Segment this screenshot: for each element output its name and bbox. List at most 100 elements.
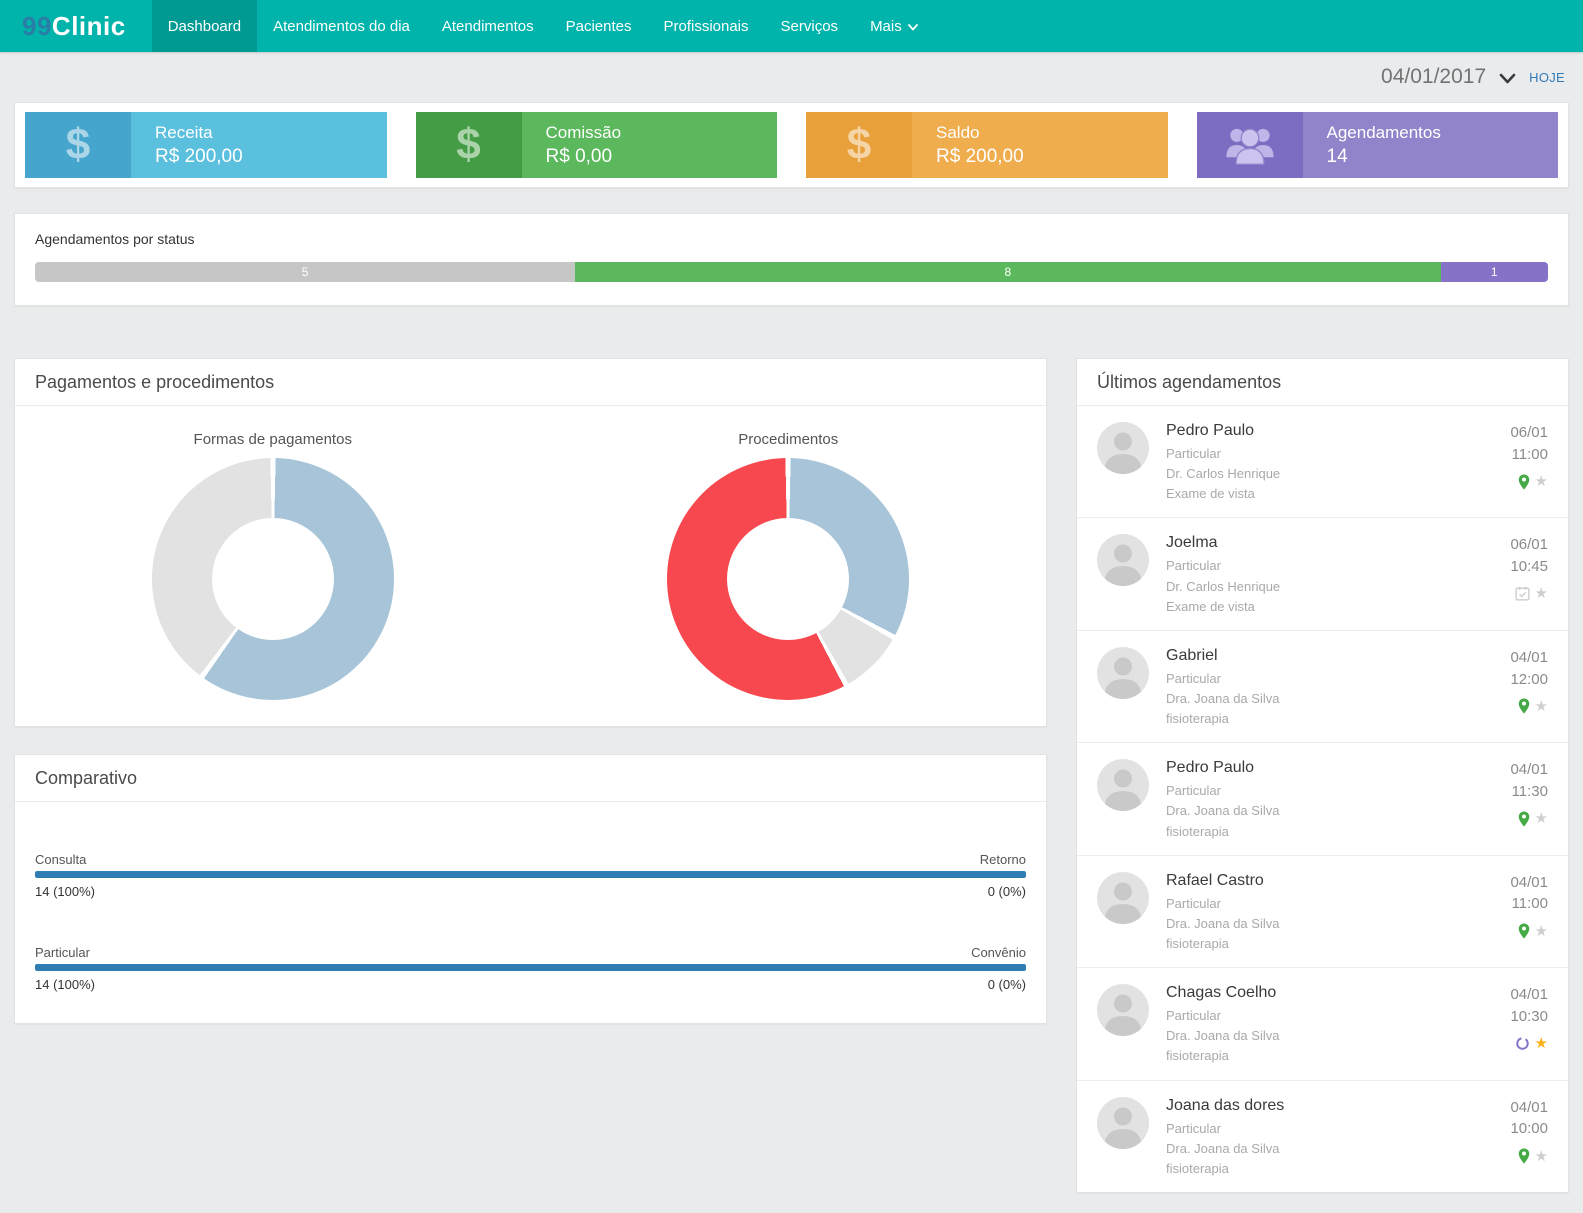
appointment-meta: 06/01 10:45 ★ [1510, 534, 1548, 616]
appointment-meta: 04/01 10:00 ★ [1510, 1097, 1548, 1179]
patient-avatar [1097, 759, 1149, 812]
appointment-row[interactable]: Pedro Paulo Particular Dr. Carlos Henrique… [1077, 406, 1568, 517]
appointment-status-icons: ★ [1510, 1036, 1548, 1051]
procedures-donut-chart [667, 458, 910, 700]
professional-name: Dra. Joana da Silva [1166, 1140, 1280, 1156]
procedure-name: fisioterapia [1166, 711, 1229, 727]
comparison-panel: Comparativo Consulta Retorno 14 (100%) 0 (0… [14, 754, 1047, 1024]
appointment-date: 04/01 [1510, 1098, 1548, 1116]
nav-item-label: Pacientes [565, 17, 632, 35]
patient-name: Pedro Paulo [1166, 422, 1255, 439]
appointment-time: 10:30 [1510, 1007, 1548, 1025]
nav-item-profissionais[interactable]: Profissionais [647, 0, 764, 52]
nav-item-mais[interactable]: Mais [854, 0, 934, 52]
appointment-row[interactable]: Gabriel Particular Dra. Joana da Silva fisi… [1077, 629, 1568, 742]
stat-card-title: Saldo [936, 122, 980, 142]
stat-card-value: R$ 200,00 [155, 145, 243, 167]
professional-name: Dra. Joana da Silva [1166, 803, 1280, 819]
comparison-values: 14 (100%) 0 (0%) [35, 884, 1026, 899]
professional-name: Dra. Joana da Silva [1166, 690, 1280, 706]
nav-item-label: Atendimentos do dia [273, 17, 410, 35]
appointment-row[interactable]: Joana das dores Particular Dra. Joana da S… [1077, 1079, 1568, 1192]
today-link[interactable]: HOJE [1529, 69, 1565, 85]
stat-card-icon-area: $ [25, 112, 131, 178]
appointment-status-icons: ★ [1510, 923, 1548, 939]
star-icon: ★ [1534, 810, 1548, 828]
patient-name: Gabriel [1166, 646, 1218, 664]
current-date[interactable]: 04/01/2017 [1381, 65, 1487, 88]
stat-card-saldo[interactable]: $ Saldo R$ 200,00 [806, 112, 1168, 178]
chevron-down-icon [907, 23, 918, 31]
dollar-icon: $ [65, 120, 91, 169]
payment-type: Particular [1166, 558, 1221, 574]
comparison-labels: Particular Convênio [35, 945, 1026, 960]
patient-name: Pedro Paulo [1166, 759, 1255, 777]
nav-item-label: Atendimentos [441, 17, 534, 35]
stat-card-text: Comissão R$ 0,00 [522, 112, 778, 178]
stat-card-title: Agendamentos [1326, 122, 1441, 142]
patient-avatar [1097, 534, 1149, 587]
status-progress-segment: 5 [35, 262, 576, 282]
appointment-row[interactable]: Pedro Paulo Particular Dra. Joana da Silva… [1077, 742, 1568, 854]
appointment-info: Rafael Castro Particular Dra. Joana da Sil… [1166, 872, 1500, 954]
date-chevron-down-icon[interactable] [1499, 73, 1516, 85]
payment-type: Particular [1166, 1008, 1221, 1024]
dollar-icon: $ [456, 120, 481, 169]
appointment-status-icons: ★ [1510, 1148, 1548, 1164]
stat-card-comissão[interactable]: $ Comissão R$ 0,00 [415, 112, 778, 178]
appointment-time: 11:00 [1511, 445, 1548, 463]
stat-card-value: 14 [1326, 145, 1348, 167]
appointment-date: 04/01 [1510, 761, 1548, 779]
star-icon: ★ [1534, 1147, 1548, 1165]
stat-card-agendamentos[interactable]: Agendamentos 14 [1196, 112, 1559, 178]
comparison-right-label: Retorno [979, 852, 1026, 867]
nav-item-atendimentos-do-dia[interactable]: Atendimentos do dia [257, 0, 426, 52]
nav-item-dashboard[interactable]: Dashboard [151, 0, 258, 52]
logo-suffix: Clinic [51, 10, 126, 41]
location-pin-icon [1518, 474, 1530, 490]
users-icon [1222, 124, 1278, 166]
comparison-right-value: 0 (0%) [987, 884, 1026, 899]
stat-cards-panel: $ Receita R$ 200,00 $ Comissão R$ 0,00 $ Saldo R… [14, 102, 1569, 188]
comparison-bar [35, 964, 1026, 971]
stat-card-icon-area: $ [415, 112, 522, 178]
status-progress-segment: 8 [575, 262, 1441, 282]
appointment-row[interactable]: Joelma Particular Dr. Carlos Henrique Exame… [1077, 517, 1568, 629]
patient-name: Chagas Coelho [1166, 984, 1277, 1002]
status-panel-title: Agendamentos por status [35, 231, 195, 247]
nav-item-serviços[interactable]: Serviços [765, 0, 855, 52]
appointment-time: 11:30 [1511, 783, 1548, 801]
appointment-date: 04/01 [1510, 873, 1548, 891]
appointment-status-icons: ★ [1510, 698, 1548, 714]
nav-item-label: Mais [870, 17, 902, 35]
appointment-meta: 04/01 11:00 ★ [1510, 872, 1548, 954]
appointment-row[interactable]: Rafael Castro Particular Dra. Joana da Sil… [1077, 854, 1568, 967]
appointment-time: 11:00 [1511, 895, 1548, 913]
status-progress-segment: 1 [1440, 262, 1548, 282]
stat-card-title: Comissão [545, 122, 622, 142]
professional-name: Dr. Carlos Henrique [1166, 466, 1281, 482]
pending-ring-icon [1515, 1036, 1530, 1051]
app-logo[interactable]: 99 Clinic [0, 0, 152, 52]
stat-card-receita[interactable]: $ Receita R$ 200,00 [25, 112, 387, 178]
stat-card-value: R$ 200,00 [936, 145, 1024, 167]
appointment-meta: 04/01 10:30 ★ [1510, 984, 1548, 1066]
payment-type: Particular [1166, 1120, 1221, 1136]
payment-type: Particular [1166, 783, 1221, 799]
appointment-status-icons: ★ [1510, 474, 1548, 490]
nav-item-atendimentos[interactable]: Atendimentos [426, 0, 550, 52]
procedure-name: fisioterapia [1166, 1048, 1229, 1064]
location-pin-icon [1518, 1148, 1530, 1164]
nav-item-label: Dashboard [167, 17, 242, 35]
nav-item-pacientes[interactable]: Pacientes [550, 0, 648, 52]
patient-avatar [1097, 646, 1149, 699]
appointment-row[interactable]: Chagas Coelho Particular Dra. Joana da Sil… [1077, 967, 1568, 1079]
payment-type: Particular [1166, 895, 1221, 911]
appointment-status-icons: ★ [1510, 586, 1548, 601]
comparison-left-value: 14 (100%) [35, 884, 95, 899]
stat-card-text: Agendamentos 14 [1303, 112, 1559, 178]
comparison-right-value: 0 (0%) [987, 977, 1026, 992]
star-icon: ★ [1534, 922, 1548, 940]
comparison-row-particular: Particular Convênio 14 (100%) 0 (0%) [35, 945, 1026, 992]
